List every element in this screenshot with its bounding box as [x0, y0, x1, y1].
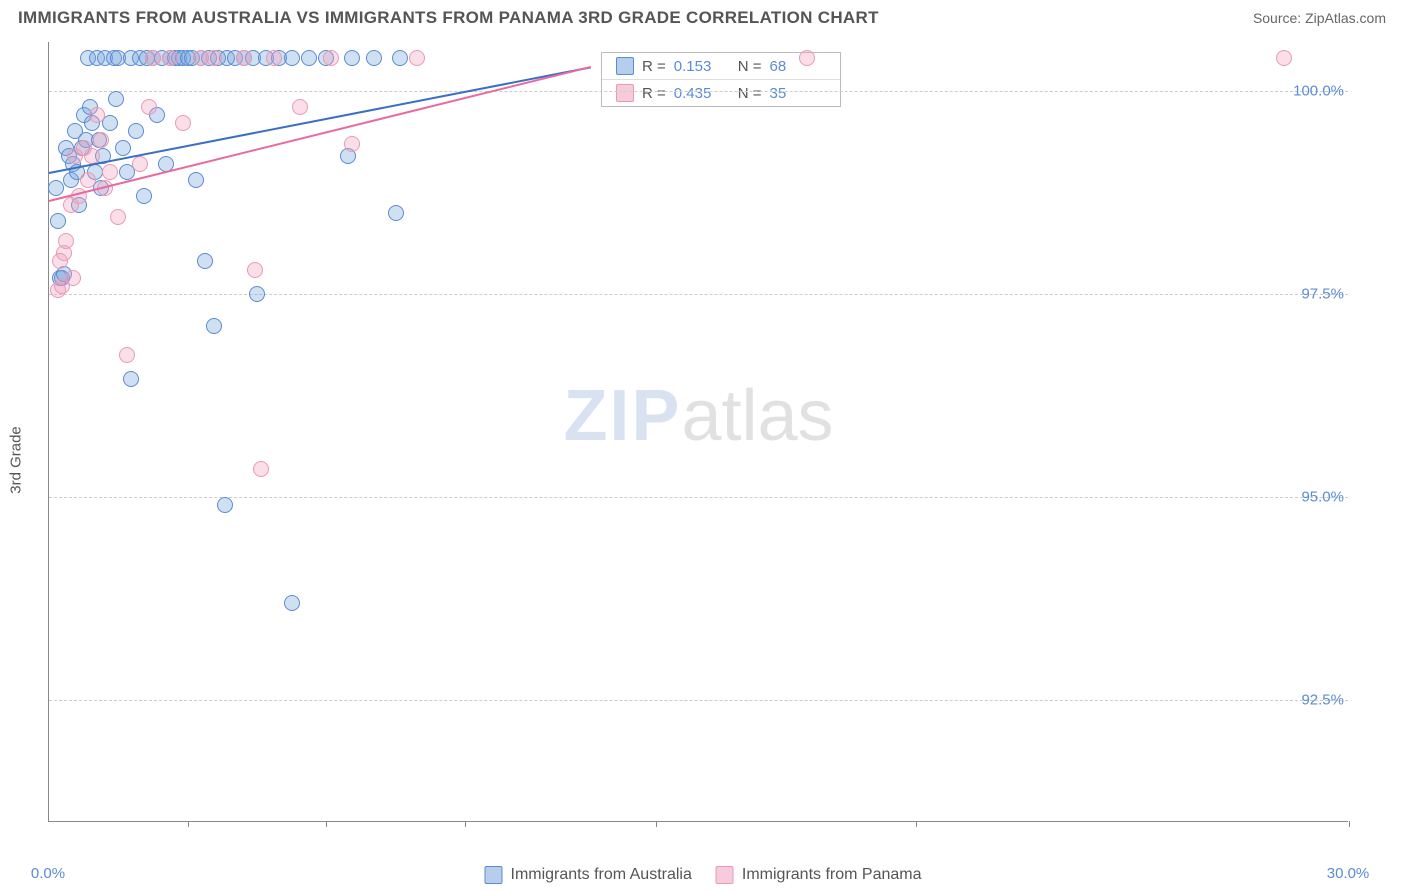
gridline-h [49, 700, 1348, 701]
scatter-point [128, 123, 144, 139]
plot-area: ZIPatlas R = 0.153 N = 68 R = 0.435 N = 35 92.5… [48, 42, 1348, 822]
watermark: ZIPatlas [563, 375, 833, 457]
scatter-point [284, 595, 300, 611]
scatter-point [119, 347, 135, 363]
x-tick [188, 821, 189, 827]
scatter-point [284, 50, 300, 66]
legend-swatch [616, 84, 634, 102]
y-tick-label: 97.5% [1301, 285, 1350, 302]
legend-n-value: 68 [770, 58, 826, 75]
scatter-point [115, 140, 131, 156]
scatter-point [48, 180, 64, 196]
scatter-point [145, 50, 161, 66]
legend-r-value: 0.435 [674, 85, 730, 102]
legend-r-value: 0.153 [674, 58, 730, 75]
chart-container: 3rd Grade ZIPatlas R = 0.153 N = 68 R = 0.435… [0, 32, 1406, 888]
x-tick [916, 821, 917, 827]
scatter-point [206, 50, 222, 66]
trend-line [49, 66, 591, 174]
scatter-point [366, 50, 382, 66]
x-tick [656, 821, 657, 827]
legend-swatch [485, 866, 503, 884]
scatter-point [50, 213, 66, 229]
gridline-h [49, 91, 1348, 92]
scatter-point [409, 50, 425, 66]
legend-swatch [616, 57, 634, 75]
x-tick-label: 30.0% [1327, 865, 1370, 882]
chart-title: IMMIGRANTS FROM AUSTRALIA VS IMMIGRANTS … [18, 8, 879, 28]
scatter-point [292, 99, 308, 115]
scatter-point [253, 461, 269, 477]
source-link[interactable]: ZipAtlas.com [1305, 10, 1386, 26]
scatter-point [206, 318, 222, 334]
y-tick-label: 92.5% [1301, 692, 1350, 709]
scatter-point [188, 172, 204, 188]
scatter-point [65, 270, 81, 286]
gridline-h [49, 294, 1348, 295]
scatter-point [197, 253, 213, 269]
source-prefix: Source: [1253, 10, 1305, 26]
scatter-point [102, 164, 118, 180]
legend-n-value: 35 [770, 85, 826, 102]
legend-series: Immigrants from Australia Immigrants from… [485, 866, 922, 884]
scatter-point [301, 50, 317, 66]
scatter-point [123, 371, 139, 387]
scatter-point [247, 262, 263, 278]
scatter-point [217, 497, 233, 513]
scatter-point [108, 91, 124, 107]
x-tick [326, 821, 327, 827]
scatter-point [80, 172, 96, 188]
scatter-point [249, 286, 265, 302]
scatter-point [110, 209, 126, 225]
x-tick-label: 0.0% [31, 865, 65, 882]
legend-series-label: Immigrants from Australia [511, 866, 692, 884]
legend-r-label: R = [642, 58, 666, 75]
scatter-point [323, 50, 339, 66]
x-tick [1349, 821, 1350, 827]
scatter-point [1276, 50, 1292, 66]
scatter-point [93, 132, 109, 148]
scatter-point [344, 136, 360, 152]
legend-correlation-row: R = 0.435 N = 35 [602, 79, 840, 106]
scatter-point [132, 156, 148, 172]
legend-n-label: N = [738, 85, 762, 102]
y-tick-label: 100.0% [1293, 82, 1350, 99]
scatter-point [89, 107, 105, 123]
scatter-point [266, 50, 282, 66]
chart-source: Source: ZipAtlas.com [1253, 10, 1386, 26]
scatter-point [52, 253, 68, 269]
scatter-point [236, 50, 252, 66]
legend-series-item: Immigrants from Australia [485, 866, 692, 884]
scatter-point [136, 188, 152, 204]
gridline-h [49, 497, 1348, 498]
scatter-point [392, 50, 408, 66]
scatter-point [162, 50, 178, 66]
scatter-point [344, 50, 360, 66]
scatter-point [388, 205, 404, 221]
legend-n-label: N = [738, 58, 762, 75]
legend-r-label: R = [642, 85, 666, 102]
legend-swatch [716, 866, 734, 884]
x-tick [465, 821, 466, 827]
scatter-point [141, 99, 157, 115]
y-tick-label: 95.0% [1301, 489, 1350, 506]
watermark-part2: atlas [681, 376, 833, 456]
watermark-part1: ZIP [563, 376, 681, 456]
legend-series-label: Immigrants from Panama [742, 866, 922, 884]
scatter-point [175, 115, 191, 131]
legend-series-item: Immigrants from Panama [716, 866, 922, 884]
chart-header: IMMIGRANTS FROM AUSTRALIA VS IMMIGRANTS … [0, 0, 1406, 32]
scatter-point [799, 50, 815, 66]
y-axis-label: 3rd Grade [8, 426, 25, 494]
scatter-point [58, 233, 74, 249]
